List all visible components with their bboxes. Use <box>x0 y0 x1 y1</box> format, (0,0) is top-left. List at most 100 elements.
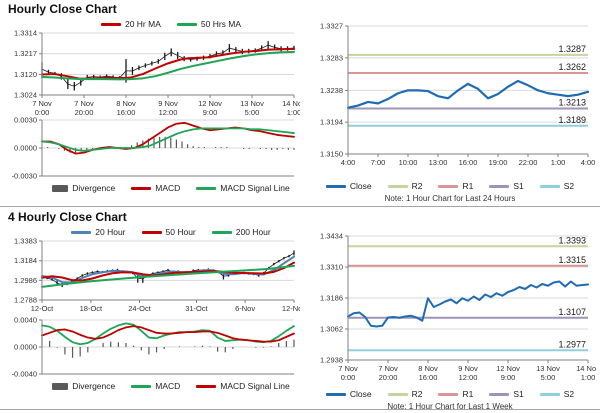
svg-text:14 Nov: 14 Nov <box>282 99 300 108</box>
svg-text:12-Nov: 12-Nov <box>282 304 300 313</box>
svg-text:5:00: 5:00 <box>541 373 556 382</box>
svg-text:4:00: 4:00 <box>581 158 596 167</box>
legend-line-swatch <box>325 392 346 396</box>
legend-item: R2 <box>387 181 423 191</box>
legend-item: MACD Signal Line <box>196 183 290 193</box>
legend-label: Divergence <box>72 381 116 391</box>
legend-label: 50 Hrs MA <box>200 19 242 29</box>
hourly-price-chart: 1.3314 1.3217 1.3120 1.3024 7 Nov 0:00 7 Nov 20… <box>4 29 306 118</box>
svg-text:24-Oct: 24-Oct <box>128 304 151 313</box>
legend-label: 20 Hr MA <box>124 19 161 29</box>
svg-text:1.2977: 1.2977 <box>558 339 586 349</box>
legend-line-swatch <box>131 384 152 388</box>
legend-bar-swatch <box>52 184 69 192</box>
legend-label: MACD <box>155 381 181 391</box>
svg-text:1.2986: 1.2986 <box>14 276 37 285</box>
legend-label: MACD Signal Line <box>220 381 290 391</box>
svg-text:1.2938: 1.2938 <box>320 356 343 365</box>
hourly-ma-legend: 20 Hr MA 50 Hrs MA <box>4 18 300 30</box>
legend-line-swatch <box>387 392 408 396</box>
legend-item: 200 Hour <box>211 227 271 237</box>
legend-item: MACD Signal Line <box>196 381 290 391</box>
legend-label: 50 Hour <box>165 227 196 237</box>
svg-text:1.3314: 1.3314 <box>14 30 37 38</box>
legend-label: R1 <box>462 181 474 191</box>
legend-label: Close <box>349 389 372 399</box>
svg-text:1.3150: 1.3150 <box>320 150 343 159</box>
legend-item: S2 <box>539 181 575 191</box>
svg-text:0.0030: 0.0030 <box>14 116 37 125</box>
svg-text:1:00: 1:00 <box>287 108 300 116</box>
svg-text:22:00: 22:00 <box>519 158 538 167</box>
svg-text:7 Nov: 7 Nov <box>74 99 94 108</box>
svg-text:9 Nov: 9 Nov <box>158 99 178 108</box>
svg-text:1.3107: 1.3107 <box>558 307 586 317</box>
svg-text:20:00: 20:00 <box>75 108 94 116</box>
last-week-panel: 1.3393 1.3315 1.3107 1.2977 1.3434 1.3310 1.31… <box>304 222 600 412</box>
svg-text:1.3383: 1.3383 <box>14 238 37 246</box>
legend-item: Divergence <box>52 381 115 391</box>
svg-text:12-Oct: 12-Oct <box>31 304 54 313</box>
svg-text:1.2788: 1.2788 <box>14 296 37 305</box>
hourly-panel-title: Hourly Close Chart <box>8 2 117 16</box>
legend-label: R1 <box>462 389 474 399</box>
svg-text:1.3315: 1.3315 <box>558 255 586 265</box>
legend-line-swatch <box>176 22 197 26</box>
legend-line-swatch <box>325 184 346 188</box>
svg-text:31-Oct: 31-Oct <box>185 304 208 313</box>
svg-text:-0.0030: -0.0030 <box>12 172 37 181</box>
legend-item: S1 <box>489 181 524 191</box>
legend-item: Close <box>325 181 372 191</box>
last-24h-panel: 1.3287 1.3262 1.3213 1.3189 1.3327 1.3283 1.32… <box>304 10 596 204</box>
legend-line-swatch <box>71 230 92 234</box>
svg-text:10:00: 10:00 <box>399 158 418 167</box>
svg-text:1:00: 1:00 <box>581 373 596 382</box>
svg-text:12 Nov: 12 Nov <box>496 364 520 373</box>
svg-text:1.3024: 1.3024 <box>14 91 37 100</box>
four-hourly-panel-title: 4 Hourly Close Chart <box>8 210 127 224</box>
svg-text:1.3194: 1.3194 <box>320 118 343 127</box>
legend-line-swatch <box>131 186 152 190</box>
svg-text:7 Nov: 7 Nov <box>378 364 398 373</box>
legend-label: S1 <box>513 389 524 399</box>
legend-item: Divergence <box>52 183 115 193</box>
svg-text:8 Nov: 8 Nov <box>116 99 136 108</box>
svg-text:1.3217: 1.3217 <box>14 49 37 58</box>
legend-label: R2 <box>411 389 423 399</box>
svg-text:9:00: 9:00 <box>501 373 516 382</box>
svg-text:1:00: 1:00 <box>551 158 566 167</box>
legend-item: S2 <box>539 389 575 399</box>
legend-item: 50 Hour <box>141 227 196 237</box>
svg-text:7 Nov: 7 Nov <box>338 364 358 373</box>
hourly-close-panel: Hourly Close Chart 20 Hr MA 50 Hrs MA 1.3… <box>4 2 306 194</box>
legend-label: MACD <box>155 183 181 193</box>
legend-label: S1 <box>513 181 524 191</box>
legend-label: 200 Hour <box>235 227 271 237</box>
svg-text:0.0040: 0.0040 <box>14 316 37 325</box>
svg-text:20:00: 20:00 <box>379 373 398 382</box>
svg-text:13 Nov: 13 Nov <box>240 99 264 108</box>
legend-line-swatch <box>196 186 217 190</box>
svg-text:1.3327: 1.3327 <box>320 22 343 31</box>
legend-item: 20 Hr MA <box>100 19 161 29</box>
four-hourly-price-chart: 1.3383 1.3184 1.2986 1.2788 12-Oct 18-Oct 24-O… <box>4 237 306 316</box>
svg-text:9:00: 9:00 <box>203 108 218 116</box>
svg-text:0.0000: 0.0000 <box>14 144 37 153</box>
legend-label: S2 <box>563 181 575 191</box>
legend-line-swatch <box>196 384 217 388</box>
svg-text:13:00: 13:00 <box>429 158 448 167</box>
svg-text:1.3238: 1.3238 <box>320 86 343 95</box>
svg-text:1.3184: 1.3184 <box>14 256 37 265</box>
legend-item: 20 Hour <box>71 227 126 237</box>
svg-text:0.0000: 0.0000 <box>14 343 37 352</box>
legend-line-swatch <box>489 392 510 396</box>
svg-text:7:00: 7:00 <box>371 158 386 167</box>
svg-text:1.3062: 1.3062 <box>320 325 343 334</box>
svg-text:14 Nov: 14 Nov <box>576 364 596 373</box>
legend-label: S2 <box>563 389 575 399</box>
legend-label: R2 <box>411 181 423 191</box>
four-hourly-macd-chart: 0.0040 0.0000 -0.0040 <box>4 316 300 380</box>
legend-line-swatch <box>100 22 121 26</box>
svg-text:1.3283: 1.3283 <box>320 53 343 62</box>
